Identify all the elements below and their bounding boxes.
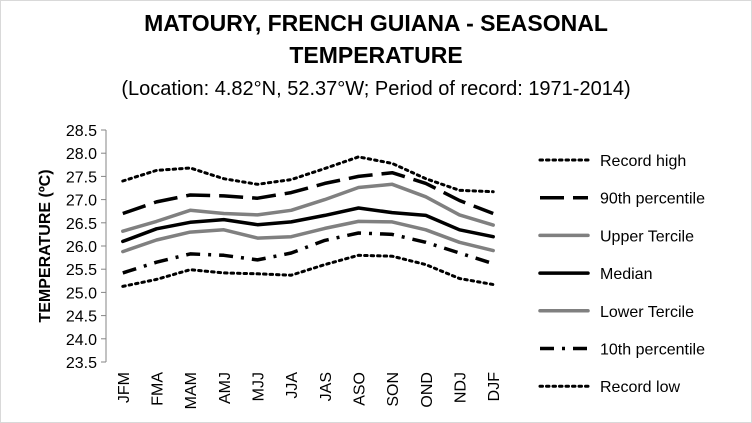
series-line-record-low: [121, 253, 495, 288]
x-tick-label: DJF: [486, 372, 503, 402]
y-tick-label: 26.0: [66, 239, 97, 256]
chart-subtitle: (Location: 4.82°N, 52.37°W; Period of re…: [121, 78, 631, 100]
x-tick-label: OND: [419, 372, 436, 408]
y-tick-label: 25.0: [66, 285, 97, 302]
y-tick-label: 28.5: [66, 123, 97, 140]
x-tick-label: SON: [385, 372, 402, 407]
x-tick-label: NDJ: [453, 372, 470, 403]
y-axis-label: TEMPERATURE (ºC): [37, 169, 54, 322]
x-tick-label: AMJ: [217, 372, 234, 404]
y-tick-label: 26.5: [66, 216, 97, 233]
series-line-median: [121, 206, 495, 244]
x-tick-label: JJA: [284, 372, 301, 399]
y-tick-label: 24.0: [66, 332, 97, 349]
y-tick-label: 25.5: [66, 262, 97, 279]
y-tick-label: 24.5: [66, 309, 97, 326]
x-tick-label: JAS: [318, 372, 335, 401]
series-line-upper-tercile: [121, 182, 495, 233]
chart-title-line-2: TEMPERATURE: [289, 42, 463, 68]
y-ticks: 23.5 24.0 24.5 25.0 25.5 26.0 26.5 27.0 27.5 28.0…: [66, 123, 106, 372]
x-tick-label: MAM: [183, 372, 200, 409]
series-lines: [121, 155, 495, 288]
y-tick-label: 28.0: [66, 146, 97, 163]
x-tick-label: MJJ: [251, 372, 268, 401]
legend-label-record-low: Record low: [600, 379, 680, 396]
legend: Record high 90th percentile Upper Tercile M…: [538, 153, 705, 396]
x-tick-label: JFM: [116, 372, 133, 403]
series-line-record-high: [121, 155, 495, 194]
legend-label-median: Median: [600, 266, 652, 283]
x-tick-label: FMA: [150, 372, 167, 406]
y-tick-label: 23.5: [66, 355, 97, 372]
legend-label-upper-tercile: Upper Tercile: [600, 228, 694, 245]
legend-label-90th-percentile: 90th percentile: [600, 191, 705, 208]
series-line-90th-percentile: [122, 170, 494, 216]
series-line-lower-tercile: [121, 219, 495, 254]
legend-label-10th-percentile: 10th percentile: [600, 342, 705, 359]
legend-label-lower-tercile: Lower Tercile: [600, 304, 694, 321]
legend-label-record-high: Record high: [600, 153, 686, 170]
series-line-10th-percentile: [122, 231, 494, 275]
x-ticks: JFM FMA MAM AMJ MJJ JJA JAS ASO SON OND NDJ DJF: [116, 372, 503, 410]
chart-title-line-1: MATOURY, FRENCH GUIANA - SEASONAL: [144, 10, 608, 36]
x-tick-label: ASO: [352, 372, 369, 406]
y-tick-label: 27.0: [66, 193, 97, 210]
y-tick-label: 27.5: [66, 169, 97, 186]
